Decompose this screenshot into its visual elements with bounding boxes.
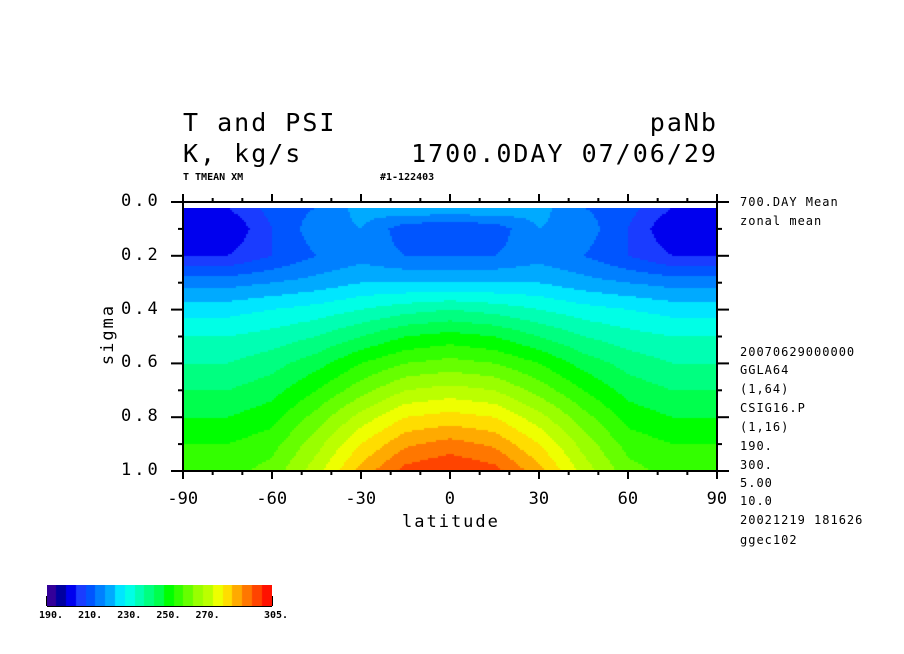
info-line: 20070629000000 — [740, 345, 856, 359]
y-tick-label: 0.2 — [121, 244, 161, 265]
y-tick-label: 0.6 — [121, 352, 161, 373]
x-tick-label: 30 — [528, 489, 550, 509]
y-tick-label: 1.0 — [121, 460, 161, 480]
colorbar-label: 305. — [264, 610, 289, 621]
run-id-label: #1-122403 — [380, 172, 435, 183]
time-label: 1700.0DAY 07/06/29 — [411, 139, 718, 168]
variable-label: T TMEAN XM — [183, 172, 244, 183]
info-line: (1,16) — [740, 420, 790, 434]
x-tick-label: 90 — [706, 489, 728, 509]
y-tick-label: 0.0 — [121, 191, 161, 211]
colorbar-label: 250. — [156, 610, 181, 621]
x-tick-label: 60 — [617, 489, 639, 509]
info-line: 700.DAY Mean — [740, 195, 839, 209]
plot-title: T and PSI — [183, 108, 337, 137]
info-line: CSIG16.P — [740, 401, 806, 415]
units-label: K, kg/s — [183, 139, 303, 168]
x-tick-label: -60 — [256, 489, 288, 509]
colorbar — [47, 585, 272, 606]
x-axis-label: latitude — [402, 512, 500, 532]
info-line: 10.0 — [740, 494, 773, 508]
colorbar-label: 190. — [39, 610, 64, 621]
x-tick-label: -90 — [167, 489, 199, 509]
y-tick-label: 0.8 — [121, 406, 161, 427]
info-line: zonal mean — [740, 214, 823, 228]
temperature-field — [184, 208, 718, 471]
colorbar-label: 230. — [117, 610, 142, 621]
y-axis-label: sigma — [98, 303, 119, 366]
colorbar-label: 210. — [78, 610, 103, 621]
x-tick-label: -30 — [345, 489, 377, 509]
info-line: GGLA64 — [740, 363, 790, 377]
info-line: 5.00 — [740, 476, 773, 490]
y-tick-label: 0.4 — [121, 298, 161, 319]
info-line: 190. — [740, 439, 773, 453]
info-line: (1,64) — [740, 382, 790, 396]
info-line: 300. — [740, 458, 773, 472]
info-line: 20021219 181626 — [740, 513, 864, 527]
colorbar-label: 270. — [195, 610, 220, 621]
experiment-name: paNb — [649, 108, 718, 137]
x-tick-label: 0 — [444, 489, 456, 509]
info-line: ggec102 — [740, 533, 798, 547]
